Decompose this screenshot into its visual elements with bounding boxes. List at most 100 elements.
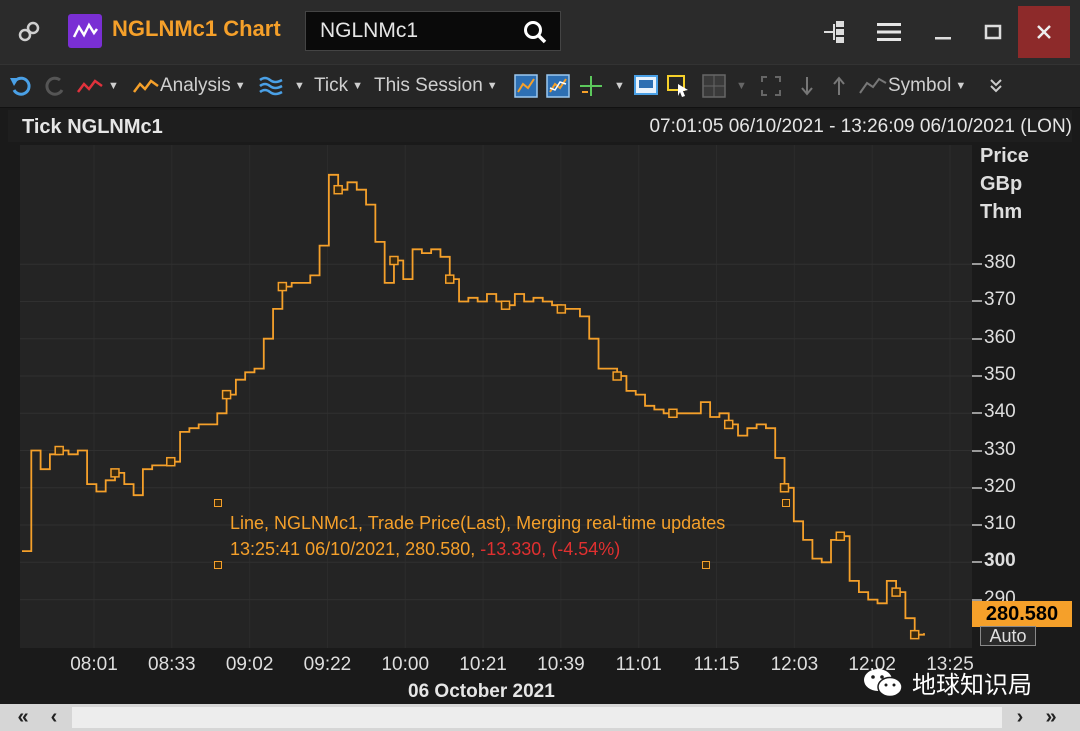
compare-chart-icon[interactable] (546, 73, 570, 99)
hierarchy-icon[interactable] (818, 14, 850, 50)
data-point-marker (277, 281, 288, 292)
more-options-icon[interactable] (988, 73, 1004, 99)
x-tick-label: 09:02 (225, 654, 274, 675)
y-tick-label: 300 (984, 550, 1016, 572)
scroll-down-icon[interactable] (798, 73, 816, 99)
snapshot-icon[interactable] (634, 73, 658, 99)
link-icon[interactable] (0, 8, 58, 56)
scrollbar-track[interactable] (72, 707, 1002, 728)
data-point-marker (221, 389, 232, 400)
symbol-dropdown[interactable]: Symbol ▼ (858, 73, 966, 99)
tooltip-change: -13.330, (-4.54%) (480, 539, 621, 559)
interval-dropdown[interactable]: Tick ▼ (314, 73, 363, 99)
crosshair-dropdown[interactable]: ▼ (578, 73, 625, 99)
data-point-marker (166, 456, 176, 467)
analysis-label: Analysis (160, 75, 231, 96)
x-axis: 08:01 08:33 09:02 09:22 10:00 10:21 10:39 11:01… (20, 648, 974, 700)
x-tick-label: 08:01 (70, 654, 118, 675)
y-tick-label: 310 (984, 513, 1016, 535)
auto-scale-button[interactable]: Auto (980, 626, 1036, 646)
close-icon[interactable] (1018, 6, 1070, 58)
chevron-down-icon: ▼ (234, 80, 246, 92)
menu-icon[interactable] (872, 14, 906, 50)
data-point-marker (445, 274, 455, 284)
x-tick-label: 10:39 (537, 654, 585, 675)
scroll-start-icon[interactable]: « (17, 706, 29, 728)
maximize-icon[interactable] (978, 14, 1008, 50)
data-tooltip: Line, NGLNMc1, Trade Price(Last), Mergin… (214, 499, 790, 569)
y-tick-mark (972, 598, 982, 601)
tooltip-corner (782, 499, 790, 507)
analysis-icon (133, 79, 159, 93)
chevron-down-icon: ▼ (614, 80, 625, 92)
data-point-marker (835, 531, 846, 541)
scroll-right-icon[interactable]: › (1016, 706, 1024, 728)
tooltip-series-info: Line, NGLNMc1, Trade Price(Last), Mergin… (230, 513, 726, 533)
y-tick-mark (972, 375, 982, 377)
data-point-marker (779, 483, 790, 493)
y-tick-label: 320 (984, 475, 1016, 497)
scroll-left-icon[interactable]: ‹ (50, 706, 58, 728)
y-tick-label: 360 (984, 326, 1016, 348)
chevron-down-icon: ▼ (955, 80, 967, 92)
session-dropdown[interactable]: This Session ▼ (374, 73, 498, 99)
y-tick-mark (972, 263, 982, 266)
zoom-select-icon[interactable] (666, 73, 690, 99)
chart-title: Tick NGLNMc1 (22, 116, 163, 138)
scroll-end-icon[interactable]: » (1045, 706, 1057, 728)
data-point-marker (723, 419, 734, 430)
y-tick-label: 370 (984, 289, 1016, 311)
y-axis-label-unit: Thm (980, 201, 1023, 223)
x-tick-label: 12:03 (770, 654, 819, 675)
price-chart (20, 145, 972, 648)
line-chart-icon (77, 79, 103, 93)
chevron-down-icon: ▼ (352, 80, 364, 92)
y-tick-mark (972, 524, 982, 527)
interval-label: Tick (314, 75, 349, 96)
watermark: 地球知识局 (862, 665, 1032, 700)
data-point-marker (909, 629, 920, 640)
redo-icon[interactable] (42, 73, 68, 99)
chart-time-range: 07:01:05 06/10/2021 - 13:26:09 06/10/202… (649, 116, 1072, 137)
data-point-marker (891, 587, 901, 597)
y-axis: Price GBp Thm 380 370 360 350 340 330 320 310 30… (972, 145, 1072, 655)
x-axis-date-label: 06 October 2021 (408, 681, 555, 702)
chart-type-icon[interactable] (514, 73, 538, 99)
minimize-icon[interactable] (928, 14, 958, 50)
last-price-badge: 280.580 (972, 601, 1072, 627)
y-tick-mark (972, 449, 982, 452)
chart-toolbar: ▼ Analysis ▼ ▼ Tick ▼ This Session ▼ ▼ ▼ (0, 64, 1080, 108)
chevron-down-icon: ▼ (294, 80, 305, 92)
tooltip-value-info: 13:25:41 06/10/2021, 280.580, -13.330, (… (230, 539, 620, 560)
analysis-dropdown[interactable]: Analysis ▼ (132, 73, 246, 99)
crosshair-icon (580, 76, 602, 96)
data-point-marker (612, 371, 622, 381)
x-tick-label: 09:22 (303, 654, 352, 675)
overlay-dropdown[interactable]: ▼ (258, 73, 305, 99)
search-icon[interactable] (522, 19, 548, 50)
symbol-label: Symbol (888, 75, 952, 96)
y-tick-label: 340 (984, 401, 1016, 423)
table-icon (702, 74, 726, 98)
search-box[interactable] (305, 11, 561, 51)
time-scrollbar[interactable]: « ‹ › » (0, 704, 1080, 731)
table-dropdown[interactable]: ▼ (702, 73, 747, 99)
scroll-up-icon[interactable] (830, 73, 848, 99)
line-style-dropdown[interactable]: ▼ (76, 73, 119, 99)
y-tick-label: 380 (984, 252, 1016, 274)
fit-screen-icon[interactable] (760, 73, 782, 99)
x-tick-label: 11:01 (615, 654, 662, 675)
data-point-marker (389, 255, 399, 266)
chart-plot-area[interactable] (20, 145, 972, 648)
x-tick-label: 08:33 (148, 654, 196, 675)
wave-icon (259, 76, 283, 96)
data-point-marker (556, 304, 567, 314)
x-tick-label: 10:21 (459, 654, 507, 675)
window-title: NGLNMc1 Chart (112, 16, 281, 41)
tooltip-corner (702, 561, 710, 569)
chart-app-icon (68, 14, 102, 48)
undo-icon[interactable] (8, 73, 34, 99)
search-input[interactable] (320, 18, 510, 44)
tooltip-corner (214, 499, 222, 507)
chart-header: Tick NGLNMc1 07:01:05 06/10/2021 - 13:26… (8, 110, 1072, 142)
